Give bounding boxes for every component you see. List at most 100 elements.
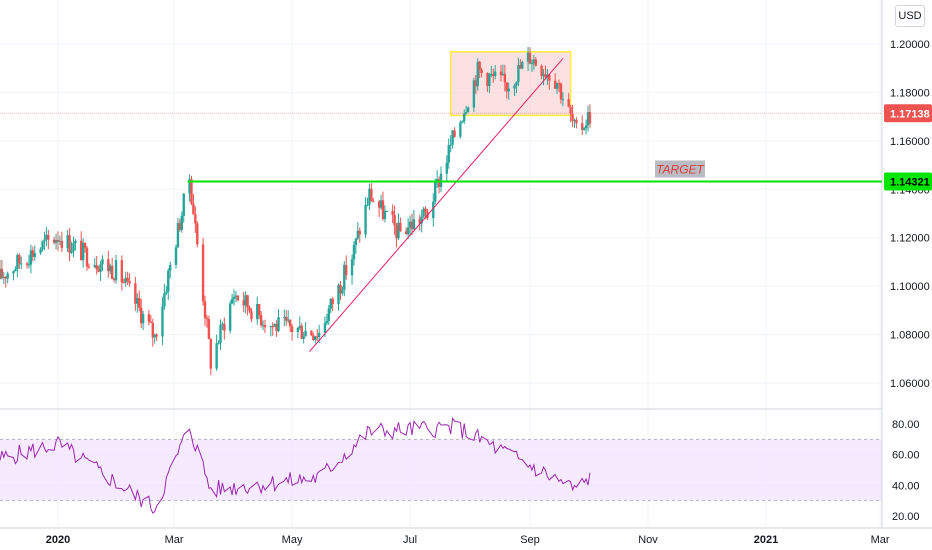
candle — [207, 315, 211, 340]
candle — [581, 115, 584, 135]
candle — [122, 278, 125, 284]
candle — [312, 332, 315, 341]
candle — [190, 175, 193, 206]
candle — [526, 46, 530, 72]
candle — [230, 293, 234, 305]
candle — [499, 65, 503, 82]
candle — [259, 310, 263, 328]
candle — [528, 47, 532, 65]
candle — [316, 328, 319, 342]
candle — [366, 197, 369, 207]
candle — [147, 309, 151, 326]
candle — [478, 60, 481, 79]
candle — [136, 293, 139, 313]
candle — [505, 82, 508, 99]
rsi-tick-label: 40.00 — [892, 480, 920, 492]
candle — [464, 105, 468, 115]
consolidation-zone[interactable] — [449, 50, 572, 117]
trendline[interactable] — [309, 58, 564, 352]
candle — [435, 170, 439, 188]
candle — [488, 72, 491, 94]
candle — [310, 330, 313, 337]
candle — [451, 129, 454, 149]
candle — [557, 79, 561, 93]
candle — [463, 109, 466, 125]
price-tick-label: 1.06000 — [890, 378, 930, 390]
time-axis-ticks: 2020 Mar May Jul Sep Nov 2021 Mar — [46, 534, 890, 546]
candle — [151, 318, 154, 347]
candle — [66, 229, 69, 253]
candle — [476, 58, 479, 91]
candle — [168, 261, 172, 279]
candle — [544, 65, 547, 80]
candle — [180, 211, 184, 233]
candle — [381, 191, 385, 221]
candle — [25, 261, 29, 269]
candle — [567, 93, 570, 108]
candle — [87, 263, 91, 269]
candle — [480, 67, 483, 78]
candle — [408, 215, 412, 237]
candle — [569, 104, 572, 123]
candle — [399, 217, 402, 232]
candle — [418, 214, 421, 231]
candlestick-series[interactable] — [0, 46, 592, 376]
candle — [410, 213, 414, 236]
candle — [18, 253, 21, 269]
candle — [205, 314, 209, 328]
candle — [178, 218, 182, 232]
candle — [56, 231, 60, 251]
candle — [74, 239, 77, 251]
candle — [20, 256, 23, 270]
candle — [453, 127, 456, 138]
candle — [58, 235, 62, 246]
candle — [343, 261, 346, 297]
candle — [257, 303, 261, 320]
candle — [277, 309, 280, 333]
candle — [97, 265, 100, 273]
candle — [0, 259, 2, 280]
candle — [60, 231, 64, 253]
candle — [397, 213, 400, 241]
candle — [519, 58, 522, 69]
candle — [221, 321, 224, 331]
candle — [244, 291, 247, 314]
level-price-tag-background — [884, 172, 932, 191]
candle — [327, 304, 331, 325]
candle — [12, 270, 15, 281]
price-tick-label: 1.10000 — [890, 281, 930, 293]
rsi-axis-ticks: 80.00 60.00 40.00 20.00 — [892, 419, 920, 523]
candle — [107, 250, 110, 278]
candle — [45, 226, 48, 247]
candle — [149, 315, 153, 323]
candle — [559, 82, 563, 104]
candle — [128, 272, 131, 287]
candle — [437, 176, 441, 194]
candle — [404, 227, 408, 235]
candle — [461, 120, 464, 124]
candle — [493, 65, 497, 80]
candle — [521, 60, 524, 70]
candle — [383, 205, 387, 223]
price-tick-label: 1.18000 — [890, 87, 930, 99]
candle — [449, 135, 452, 153]
target-label: TARGET — [656, 163, 705, 177]
candle — [459, 120, 462, 139]
rsi-line — [0, 417, 591, 514]
candle — [385, 210, 389, 213]
candle — [586, 105, 590, 132]
candle — [182, 193, 185, 223]
candle — [364, 197, 367, 239]
currency-button[interactable]: USD — [895, 5, 925, 27]
candle — [165, 285, 168, 296]
candle — [114, 254, 118, 284]
candle — [548, 73, 551, 90]
candle — [209, 338, 213, 376]
candle — [43, 231, 46, 251]
candle — [298, 316, 302, 330]
candle — [542, 69, 545, 86]
candle — [466, 106, 470, 113]
target-annotation[interactable]: TARGET — [655, 160, 706, 178]
candle — [246, 294, 249, 316]
